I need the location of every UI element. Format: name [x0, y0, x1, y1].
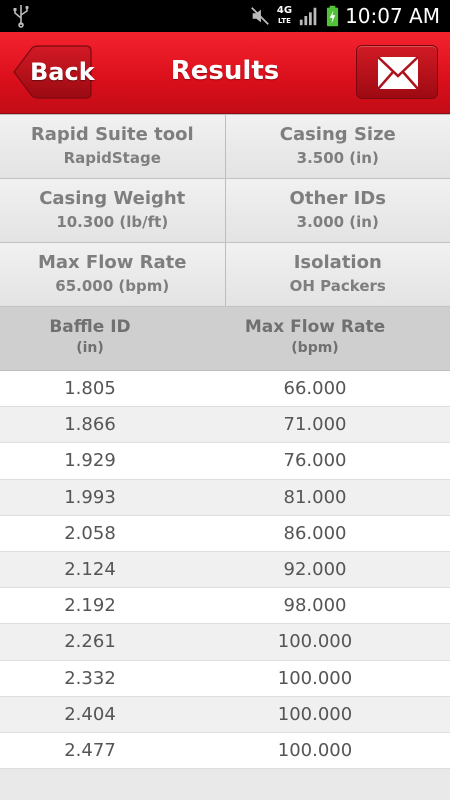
- flow-rate-cell: 100.000: [277, 703, 353, 725]
- table-row: 2.192 98.000: [0, 588, 450, 625]
- info-value: 10.300 (lb/ft): [56, 213, 169, 231]
- table-row: 2.261 100.000: [0, 624, 450, 661]
- table-row: 2.332 100.000: [0, 660, 450, 697]
- info-cell-casing-weight: Casing Weight 10.300 (lb/ft): [0, 179, 225, 242]
- flow-rate-cell: 100.000: [277, 739, 353, 761]
- info-value: OH Packers: [289, 277, 386, 295]
- baffle-id-cell: 1.929: [64, 450, 116, 472]
- info-value: 3.000 (in): [296, 213, 379, 231]
- column-header-unit: (in): [76, 340, 104, 356]
- baffle-id-cell: 1.993: [64, 486, 116, 508]
- back-button-label: Back: [30, 58, 95, 86]
- flow-rate-cell: 86.000: [283, 522, 347, 544]
- back-button[interactable]: Back: [12, 45, 95, 99]
- baffle-id-cell: 2.261: [64, 631, 116, 653]
- usb-icon: [13, 5, 29, 28]
- baffle-id-cell: 2.404: [64, 703, 116, 725]
- status-time: 10:07 AM: [345, 4, 440, 28]
- info-row: Rapid Suite tool RapidStage Casing Size …: [0, 115, 450, 179]
- flow-rate-cell: 92.000: [283, 559, 347, 581]
- table-row: 1.805 66.000: [0, 371, 450, 408]
- info-row: Casing Weight 10.300 (lb/ft) Other IDs 3…: [0, 179, 450, 243]
- table-row: 2.477 100.000: [0, 732, 450, 770]
- flow-rate-cell: 66.000: [283, 378, 347, 400]
- envelope-icon: [377, 56, 419, 90]
- table-row: 2.404 100.000: [0, 696, 450, 733]
- app-header: Back Results: [0, 32, 450, 114]
- table-row: 2.124 92.000: [0, 551, 450, 589]
- info-label: Casing Size: [279, 124, 396, 145]
- mute-icon: [250, 7, 269, 25]
- flow-rate-cell: 100.000: [277, 667, 353, 689]
- baffle-id-cell: 2.058: [64, 522, 116, 544]
- info-cell-isolation: Isolation OH Packers: [224, 243, 450, 306]
- flow-rate-cell: 81.000: [283, 486, 347, 508]
- info-row: Max Flow Rate 65.000 (bpm) Isolation OH …: [0, 243, 450, 307]
- parameters-summary: Rapid Suite tool RapidStage Casing Size …: [0, 114, 450, 307]
- info-value: 3.500 (in): [296, 149, 379, 167]
- info-cell-other-ids: Other IDs 3.000 (in): [224, 179, 450, 242]
- info-cell-max-flow-rate: Max Flow Rate 65.000 (bpm): [0, 243, 225, 306]
- baffle-id-cell: 2.477: [64, 739, 116, 761]
- network-type-indicator: 4G LTE: [276, 5, 293, 26]
- info-label: Other IDs: [289, 188, 386, 209]
- baffle-id-cell: 1.866: [64, 414, 116, 436]
- flow-rate-cell: 71.000: [283, 414, 347, 436]
- column-header-unit: (bpm): [291, 340, 339, 356]
- baffle-id-cell: 2.332: [64, 667, 116, 689]
- results-table: 1.805 66.000 1.866 71.000 1.929 76.000 1.99…: [0, 371, 450, 770]
- baffle-id-cell: 2.124: [64, 559, 116, 581]
- info-value: 65.000 (bpm): [55, 277, 170, 295]
- info-label: Max Flow Rate: [38, 252, 187, 273]
- page-title: Results: [170, 56, 280, 86]
- status-bar: 4G LTE 10:07 AM: [0, 0, 450, 32]
- table-row: 1.929 76.000: [0, 443, 450, 480]
- info-label: Isolation: [293, 252, 382, 273]
- column-header-label: Max Flow Rate: [244, 317, 386, 337]
- email-button[interactable]: [356, 45, 438, 99]
- info-label: Rapid Suite tool: [30, 124, 194, 145]
- column-header-baffle-id: Baffle ID (in): [0, 307, 180, 370]
- flow-rate-cell: 98.000: [283, 595, 347, 617]
- flow-rate-cell: 100.000: [277, 631, 353, 653]
- table-row: 1.993 81.000: [0, 479, 450, 516]
- info-cell-casing-size: Casing Size 3.500 (in): [224, 115, 450, 178]
- column-header-max-flow-rate: Max Flow Rate (bpm): [180, 307, 450, 370]
- baffle-id-cell: 2.192: [64, 595, 116, 617]
- signal-icon: [299, 7, 317, 26]
- info-value: RapidStage: [63, 149, 161, 167]
- baffle-id-cell: 1.805: [64, 378, 116, 400]
- table-row: 2.058 86.000: [0, 515, 450, 552]
- flow-rate-cell: 76.000: [283, 450, 347, 472]
- battery-charging-icon: [326, 5, 339, 27]
- info-label: Casing Weight: [39, 188, 186, 209]
- column-header-label: Baffle ID: [49, 317, 131, 337]
- results-table-header: Baffle ID (in) Max Flow Rate (bpm): [0, 307, 450, 371]
- info-cell-tool: Rapid Suite tool RapidStage: [0, 115, 225, 178]
- table-row: 1.866 71.000: [0, 407, 450, 444]
